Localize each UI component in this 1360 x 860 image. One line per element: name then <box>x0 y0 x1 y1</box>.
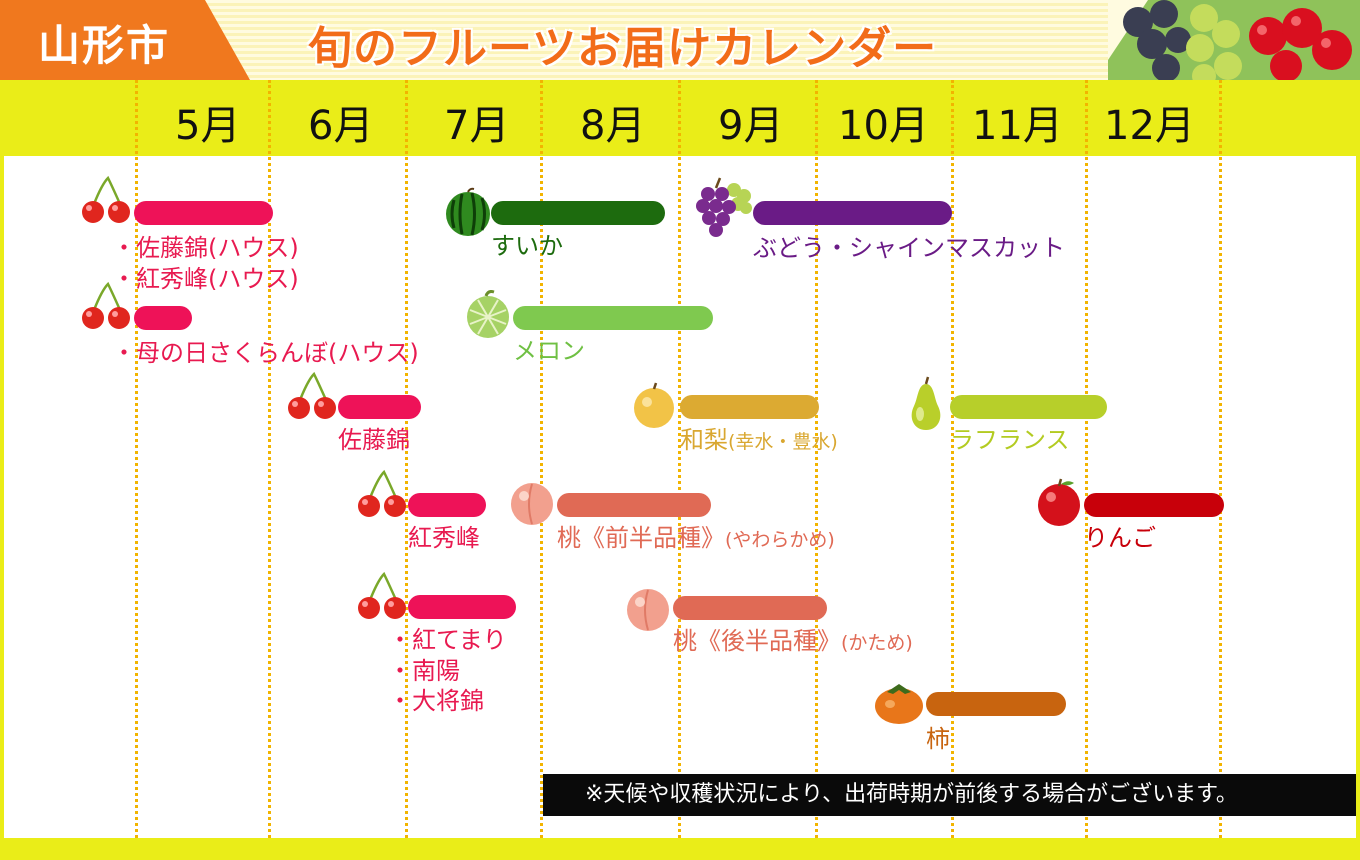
calendar-title: 旬のフルーツお届けカレンダー <box>308 23 938 74</box>
season-bar-sato-house <box>134 201 273 225</box>
label-taishonishiki: ・大将錦 <box>388 687 484 715</box>
label-pear-main: 和梨 <box>680 426 728 454</box>
label-nanyo: ・南陽 <box>388 657 460 685</box>
peach-icon <box>511 483 553 525</box>
label-peach-early-main: 桃《前半品種》 <box>557 524 725 552</box>
label-grape: ぶどう・シャインマスカット <box>753 234 1065 262</box>
label-benishuho: 紅秀峰 <box>408 524 480 552</box>
season-bar-apple <box>1084 493 1224 517</box>
month-label-august: 8月 <box>580 103 646 149</box>
label-sato-house: ・佐藤錦(ハウス) <box>112 234 299 262</box>
frame-right <box>1356 156 1360 860</box>
label-peach-early-note: (やわらかめ) <box>725 529 835 551</box>
season-bar-grape <box>753 201 952 225</box>
month-divider <box>678 80 681 838</box>
label-la-france: ラフランス <box>950 426 1070 454</box>
grape-icon <box>696 177 752 237</box>
label-peach-early: 桃《前半品種》(やわらかめ) <box>557 523 835 555</box>
city-name: 山形市 <box>38 21 171 70</box>
cherry-icon <box>82 281 130 329</box>
melon-icon <box>467 290 509 338</box>
city-badge: 山形市 <box>0 0 250 80</box>
month-label-june: 6月 <box>308 103 374 149</box>
label-satonishiki: 佐藤錦 <box>338 426 410 454</box>
month-label-may: 5月 <box>175 103 241 149</box>
month-divider <box>951 80 954 838</box>
label-pear: 和梨(幸水・豊水) <box>680 425 838 457</box>
cherry-icon <box>358 571 406 619</box>
season-bar-melon <box>513 306 713 330</box>
persimmon-icon <box>875 684 923 724</box>
cherry-icon <box>288 371 336 419</box>
label-benishuho-house: ・紅秀峰(ハウス) <box>112 265 299 293</box>
season-bar-benishuho <box>408 493 486 517</box>
label-benitemari: ・紅てまり <box>388 626 507 654</box>
watermelon-icon <box>446 187 490 236</box>
season-bar-peach-early <box>557 493 711 517</box>
label-pear-varieties: (幸水・豊水) <box>728 431 838 453</box>
label-peach-late: 桃《後半品種》(かため) <box>673 626 913 658</box>
apple-icon <box>1038 478 1080 526</box>
label-melon: メロン <box>513 337 585 365</box>
cherry-icon <box>82 175 130 223</box>
footnote: ※天候や収穫状況により、出荷時期が前後する場合がございます。 <box>543 774 1360 816</box>
month-divider <box>405 80 408 838</box>
season-bar-peach-late <box>673 596 827 620</box>
label-mothers-day: ・母の日さくらんぼ(ハウス) <box>112 339 419 367</box>
frame-bottom <box>0 838 1360 860</box>
season-bar-mothers-day <box>134 306 192 330</box>
season-bar-benitemari <box>408 595 516 619</box>
peach-icon <box>627 589 669 631</box>
month-divider <box>1219 80 1222 838</box>
month-label-september: 9月 <box>718 103 784 149</box>
label-peach-late-main: 桃《後半品種》 <box>673 627 841 655</box>
month-label-november: 11月 <box>972 103 1063 149</box>
label-peach-late-note: (かため) <box>841 632 913 654</box>
frame-left <box>0 156 4 860</box>
season-bar-la-france <box>950 395 1107 419</box>
month-label-october: 10月 <box>838 103 929 149</box>
month-label-july: 7月 <box>444 103 510 149</box>
label-apple: りんご <box>1084 524 1156 552</box>
label-persimmon: 柿 <box>926 725 950 753</box>
fruit-photo-icon <box>1108 0 1360 80</box>
month-divider <box>540 80 543 838</box>
la-france-icon <box>911 376 941 430</box>
season-bar-pear <box>680 395 819 419</box>
month-divider <box>815 80 818 838</box>
month-divider <box>268 80 271 838</box>
month-divider <box>135 80 138 838</box>
month-divider <box>1085 80 1088 838</box>
season-bar-satonishiki <box>338 395 421 419</box>
pear-icon <box>634 382 674 428</box>
season-bar-watermelon <box>491 201 665 225</box>
season-bar-persimmon <box>926 692 1066 716</box>
label-watermelon: すいか <box>491 232 563 260</box>
month-label-december: 12月 <box>1104 103 1195 149</box>
cherry-icon <box>358 469 406 517</box>
